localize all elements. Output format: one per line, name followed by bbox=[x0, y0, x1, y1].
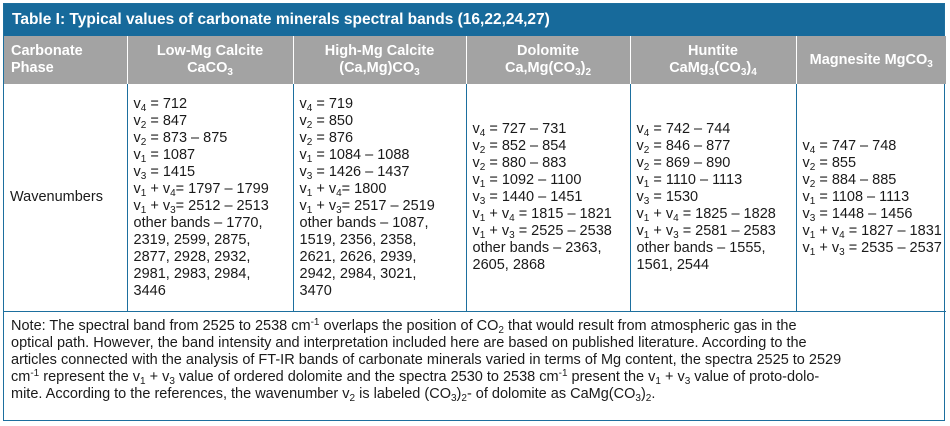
header-magnesite: Magnesite MgCO3 bbox=[796, 36, 946, 84]
header-carbonate-phase: Carbonate Phase bbox=[4, 36, 128, 84]
header-row: Carbonate Phase Low-Mg Calcite CaCO3 High-… bbox=[4, 36, 946, 84]
table-frame: Table I: Typical values of carbonate min… bbox=[3, 3, 946, 421]
magnesite-values: v4 = 747 – 748 v2 = 855 v2 = 884 – 885 v… bbox=[796, 84, 946, 312]
high-mg-calcite-values: v4 = 719 v2 = 850 v2 = 876 v1 = 1084 – 1… bbox=[293, 84, 467, 312]
huntite-values: v4 = 742 – 744 v2 = 846 – 877 v2 = 869 –… bbox=[630, 84, 797, 312]
header-dolomite: Dolomite Ca,Mg(CO3)2 bbox=[466, 36, 631, 84]
header-huntite: Huntite CaMg3(CO3)4 bbox=[630, 36, 797, 84]
low-mg-calcite-values: v4 = 712 v2 = 847 v2 = 873 – 875 v1 = 10… bbox=[127, 84, 294, 312]
table-note: Note: The spectral band from 2525 to 253… bbox=[11, 317, 842, 404]
header-low-mg-calcite: Low-Mg Calcite CaCO3 bbox=[127, 36, 294, 84]
dolomite-values: v4 = 727 – 731 v2 = 852 – 854 v2 = 880 –… bbox=[466, 84, 631, 312]
row-label-wavenumbers: Wavenumbers bbox=[4, 84, 128, 312]
spectral-bands-table: Carbonate Phase Low-Mg Calcite CaCO3 High-… bbox=[4, 36, 946, 312]
header-high-mg-calcite: High-Mg Calcite (Ca,Mg)CO3 bbox=[293, 36, 467, 84]
table-row: Wavenumbers v4 = 712 v2 = 847 v2 = 873 –… bbox=[4, 84, 946, 312]
table-title: Table I: Typical values of carbonate min… bbox=[4, 4, 944, 36]
